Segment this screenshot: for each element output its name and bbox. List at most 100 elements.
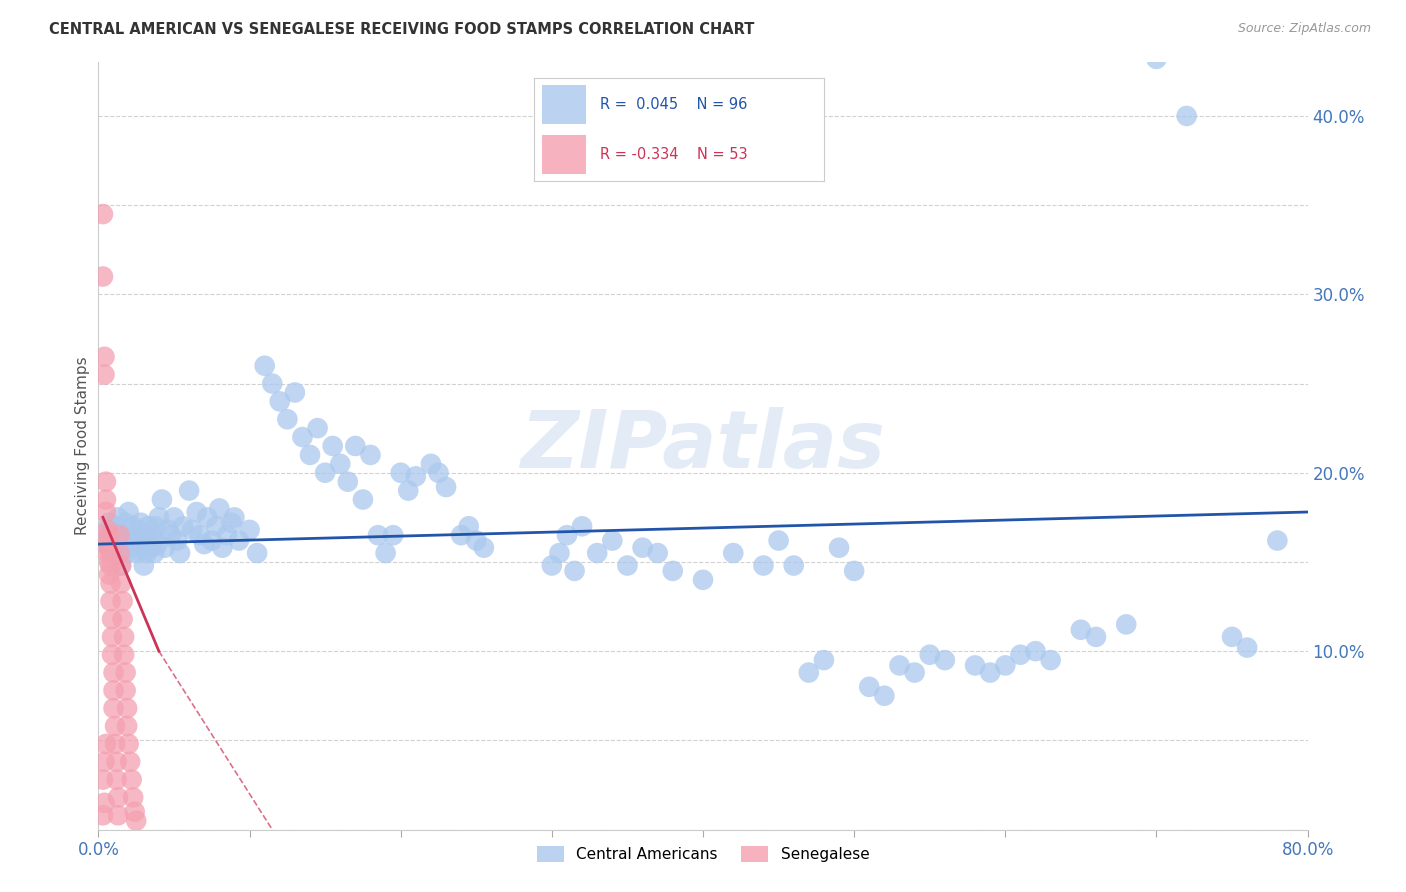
Point <box>1085 630 1108 644</box>
Point <box>382 528 405 542</box>
Point <box>1115 617 1137 632</box>
Point <box>208 501 231 516</box>
Point <box>1236 640 1258 655</box>
Point <box>586 546 609 560</box>
Point <box>100 541 122 555</box>
Point <box>647 546 669 560</box>
Point <box>434 480 457 494</box>
Point <box>122 790 145 805</box>
Point <box>367 528 389 542</box>
Point <box>186 505 208 519</box>
Point <box>94 492 117 507</box>
Point <box>239 523 262 537</box>
Point <box>101 648 124 662</box>
Point <box>166 533 188 548</box>
Point <box>1220 630 1243 644</box>
Point <box>114 665 136 680</box>
Point <box>101 523 124 537</box>
Point <box>889 658 911 673</box>
Legend: Central Americans, Senegalese: Central Americans, Senegalese <box>530 839 876 868</box>
Point <box>118 505 141 519</box>
Point <box>450 528 472 542</box>
Text: Source: ZipAtlas.com: Source: ZipAtlas.com <box>1237 22 1371 36</box>
Point <box>112 528 135 542</box>
Point <box>107 808 129 822</box>
Point <box>420 457 443 471</box>
Point <box>146 537 169 551</box>
Point <box>125 814 148 828</box>
Point <box>873 689 896 703</box>
Point <box>100 546 122 560</box>
Point <box>752 558 775 573</box>
Point <box>122 519 145 533</box>
Point <box>979 665 1001 680</box>
Point <box>148 510 170 524</box>
Point <box>94 537 117 551</box>
Point <box>661 564 683 578</box>
Point <box>98 567 121 582</box>
Point <box>115 719 138 733</box>
Point <box>91 528 114 542</box>
Point <box>104 546 127 560</box>
Point <box>111 612 134 626</box>
Point <box>344 439 367 453</box>
Point <box>904 665 927 680</box>
Point <box>124 533 146 548</box>
Point <box>110 558 132 573</box>
Point <box>828 541 851 555</box>
Point <box>228 533 250 548</box>
Point <box>246 546 269 560</box>
Point <box>307 421 329 435</box>
Point <box>101 612 124 626</box>
Point <box>472 541 495 555</box>
Point <box>336 475 359 489</box>
Point <box>111 594 134 608</box>
Point <box>276 412 298 426</box>
Point <box>134 528 156 542</box>
Point <box>389 466 412 480</box>
Y-axis label: Receiving Food Stamps: Receiving Food Stamps <box>75 357 90 535</box>
Point <box>253 359 276 373</box>
Point <box>269 394 291 409</box>
Point <box>124 805 146 819</box>
Point <box>284 385 307 400</box>
Point <box>205 519 228 533</box>
Point <box>131 541 153 555</box>
Point <box>105 755 128 769</box>
Point <box>98 541 121 555</box>
Point <box>262 376 284 391</box>
Point <box>111 541 134 555</box>
Point <box>110 576 132 591</box>
Point <box>723 546 745 560</box>
Point <box>215 528 238 542</box>
Point <box>110 558 132 573</box>
Text: CENTRAL AMERICAN VS SENEGALESE RECEIVING FOOD STAMPS CORRELATION CHART: CENTRAL AMERICAN VS SENEGALESE RECEIVING… <box>49 22 755 37</box>
Point <box>118 737 141 751</box>
Point <box>797 665 820 680</box>
Point <box>965 658 987 673</box>
Point <box>135 546 157 560</box>
Point <box>93 350 115 364</box>
Point <box>100 594 122 608</box>
Point <box>103 533 125 548</box>
Point <box>352 492 374 507</box>
Point <box>224 510 246 524</box>
Point <box>112 648 135 662</box>
Point <box>96 533 118 548</box>
Point <box>172 519 194 533</box>
Point <box>783 558 806 573</box>
Point <box>94 505 117 519</box>
Point <box>396 483 419 498</box>
Point <box>96 546 118 560</box>
Point <box>104 737 127 751</box>
Point <box>91 772 114 787</box>
Point <box>107 510 129 524</box>
Point <box>201 533 224 548</box>
Point <box>143 546 166 560</box>
Point <box>195 510 218 524</box>
Point <box>1267 533 1289 548</box>
Point <box>1039 653 1062 667</box>
Point <box>108 546 131 560</box>
Point <box>181 523 204 537</box>
Point <box>105 519 128 533</box>
